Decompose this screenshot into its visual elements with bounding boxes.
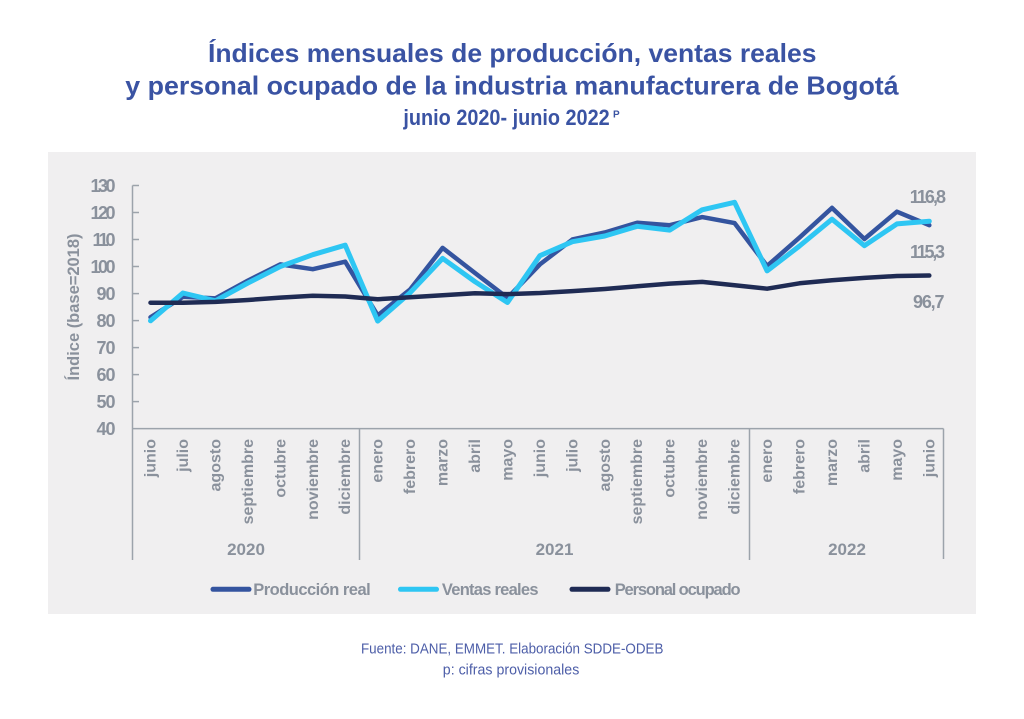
svg-text:2021: 2021 [536, 540, 574, 559]
svg-text:noviembre: noviembre [694, 439, 711, 520]
svg-text:60: 60 [97, 365, 116, 385]
svg-text:40: 40 [97, 419, 116, 439]
svg-text:septiembre: septiembre [240, 439, 257, 524]
svg-text:Personal ocupado: Personal ocupado [615, 581, 741, 599]
svg-text:septiembre: septiembre [629, 439, 646, 524]
svg-text:80: 80 [97, 311, 116, 331]
svg-text:115,3: 115,3 [910, 242, 945, 262]
svg-text:junio 2020- junio 2022: junio 2020- junio 2022 [402, 105, 609, 130]
svg-text:marzo: marzo [435, 439, 452, 486]
svg-text:116,8: 116,8 [910, 187, 946, 207]
svg-text:Índices mensuales de producció: Índices mensuales de producción, ventas … [208, 38, 817, 68]
svg-text:p: cifras provisionales: p: cifras provisionales [443, 663, 580, 679]
svg-text:febrero: febrero [402, 439, 419, 494]
svg-text:130: 130 [91, 176, 116, 196]
svg-text:P: P [613, 110, 620, 121]
svg-text:junio: junio [143, 439, 160, 478]
svg-text:mayo: mayo [889, 439, 906, 481]
svg-text:Producción real: Producción real [253, 581, 370, 599]
svg-text:noviembre: noviembre [305, 439, 322, 520]
svg-text:Ventas reales: Ventas reales [442, 581, 539, 599]
svg-text:abril: abril [467, 439, 484, 473]
svg-text:julio: julio [175, 439, 192, 473]
svg-text:junio: junio [921, 439, 938, 478]
svg-text:120: 120 [91, 203, 116, 223]
svg-text:100: 100 [91, 257, 116, 277]
svg-text:marzo: marzo [824, 439, 841, 486]
svg-text:mayo: mayo [500, 439, 517, 481]
svg-text:febrero: febrero [792, 439, 809, 494]
svg-text:Fuente: DANE, EMMET. Elaboraci: Fuente: DANE, EMMET. Elaboración SDDE-OD… [361, 642, 663, 658]
svg-text:diciembre: diciembre [337, 439, 354, 515]
svg-text:enero: enero [759, 439, 776, 483]
svg-text:2022: 2022 [828, 540, 866, 559]
svg-text:Índice (base=2018): Índice (base=2018) [64, 234, 83, 381]
svg-text:octubre: octubre [272, 439, 289, 498]
svg-text:octubre: octubre [662, 439, 679, 498]
svg-text:agosto: agosto [597, 439, 614, 492]
svg-text:y personal ocupado de la indus: y personal ocupado de la industria manuf… [125, 71, 899, 101]
svg-text:julio: julio [564, 439, 581, 473]
svg-text:110: 110 [93, 230, 116, 250]
svg-text:50: 50 [97, 392, 116, 412]
svg-text:diciembre: diciembre [727, 439, 744, 515]
svg-text:70: 70 [97, 338, 116, 358]
svg-text:2020: 2020 [227, 540, 265, 559]
svg-text:90: 90 [97, 284, 116, 304]
svg-text:96,7: 96,7 [913, 292, 945, 312]
svg-text:enero: enero [370, 439, 387, 483]
svg-text:agosto: agosto [207, 439, 224, 492]
svg-text:abril: abril [856, 439, 873, 473]
svg-text:junio: junio [532, 439, 549, 478]
